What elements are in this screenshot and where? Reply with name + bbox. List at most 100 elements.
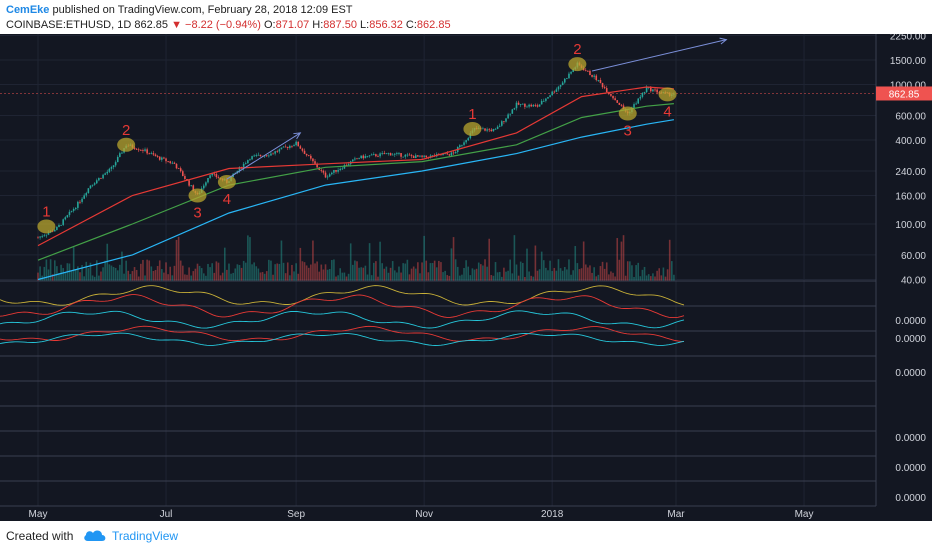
price-axis[interactable]: 2250.00 1500.00 1000.00 600.00 400.00 240.00 1… (875, 34, 932, 506)
candle-body (509, 113, 512, 115)
oscillator-cyan-line-2 (0, 332, 685, 346)
candle-body (561, 82, 564, 86)
volume-bar (475, 268, 478, 281)
volume-bar (540, 251, 543, 281)
volume-bar (513, 235, 516, 281)
volume-bar (372, 262, 375, 281)
volume-bar (570, 274, 572, 281)
time-axis[interactable]: May Jul Sep Nov 2018 Mar May (0, 505, 876, 520)
volume-bar (171, 275, 174, 281)
candle-body (404, 154, 407, 157)
tradingview-brand[interactable]: TradingView (112, 529, 179, 543)
volume-bar (448, 275, 451, 281)
volume-bar (328, 268, 331, 281)
volume-bar (282, 262, 285, 281)
volume-bar (666, 269, 669, 281)
volume-bar (127, 270, 130, 281)
volume-bar (356, 261, 358, 281)
volume-bar (137, 276, 140, 281)
candle-body (654, 89, 656, 91)
candle-body (316, 163, 318, 168)
candle-body (247, 160, 249, 164)
volume-bar (289, 275, 291, 281)
candle-body (444, 153, 446, 155)
candle-body (448, 154, 451, 156)
volume-bar (148, 260, 151, 281)
volume-bar (93, 276, 96, 281)
volume-bar (402, 263, 404, 281)
volume-bar (314, 263, 316, 281)
candle-body (528, 104, 530, 107)
volume-bar (221, 272, 224, 281)
candle-body (257, 154, 260, 156)
candle-body (358, 158, 360, 159)
candle-body (179, 168, 182, 172)
candle-body (213, 173, 216, 175)
candle-body (291, 145, 293, 147)
candle-body (66, 215, 69, 218)
volume-bar (580, 268, 583, 281)
candle-body (305, 153, 308, 156)
candle-body (381, 153, 383, 154)
volume-bar (335, 276, 337, 281)
volume-bar (326, 269, 329, 281)
volume-bar (622, 235, 625, 281)
candle-body (335, 170, 337, 172)
volume-bar (85, 261, 88, 281)
volume-bar (144, 275, 146, 281)
candle-body (326, 176, 329, 178)
volume-bar (494, 262, 497, 281)
candle-body (465, 140, 467, 143)
volume-bar (284, 273, 287, 281)
volume-bars (37, 235, 675, 281)
volume-bar (299, 247, 302, 281)
price-change: −8.22 (−0.94%) (185, 19, 261, 31)
volume-bar (56, 266, 58, 281)
volume-bar (194, 268, 197, 281)
candle-body (202, 185, 205, 189)
time-tick-label: Jul (160, 509, 173, 520)
candle-body (144, 149, 146, 151)
candle-body (343, 165, 346, 169)
volume-bar (354, 260, 356, 281)
oscillator-cyan-line (0, 310, 685, 329)
volume-bar (612, 272, 614, 281)
price-chart[interactable]: 1 2 3 4 1 2 3 4 2250.00 1500.00 1000.00 600.00 400.… (0, 34, 932, 521)
volume-bar (614, 276, 616, 281)
candle-body (190, 185, 193, 187)
last-price: 862.85 (134, 19, 169, 31)
time-tick-label: 2018 (541, 509, 564, 520)
candle-body (641, 92, 644, 97)
candle-body (419, 155, 421, 157)
volume-bar (280, 240, 283, 281)
volume-bar (465, 260, 467, 281)
volume-bar (417, 262, 419, 281)
candle-body (98, 177, 100, 181)
candle-body (492, 129, 495, 132)
wave-label: 4 (663, 103, 671, 120)
volume-bar (549, 260, 551, 281)
price-tick-label: 400.00 (895, 136, 926, 147)
volume-bar (406, 259, 409, 281)
volume-bar (444, 270, 446, 281)
volume-bar (568, 259, 570, 281)
wave-highlight-circle (658, 87, 677, 102)
volume-bar (526, 248, 528, 281)
volume-bar (563, 266, 566, 281)
candle-body (251, 156, 253, 160)
volume-bar (320, 264, 323, 281)
candle-body (406, 154, 409, 156)
candle-body (547, 97, 549, 99)
volume-bar (154, 269, 157, 281)
author-link[interactable]: CemEke (6, 4, 50, 16)
candle-body (337, 169, 339, 172)
candle-body (530, 104, 532, 107)
volume-bar (440, 262, 442, 281)
candle-body (286, 146, 289, 148)
candle-body (383, 153, 386, 155)
candle-body (64, 217, 67, 220)
projection-arrow-line (591, 39, 727, 72)
oscillator-red-line-2 (0, 325, 685, 342)
volume-bar (601, 261, 604, 281)
volume-bar (435, 267, 438, 281)
